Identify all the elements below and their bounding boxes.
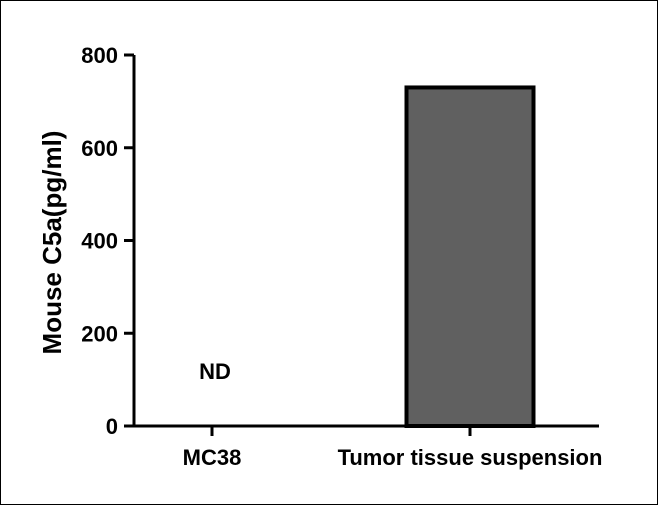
y-tick-label: 800	[81, 43, 118, 68]
bar-annotation: ND	[199, 359, 231, 384]
x-axis-ticks: MC38 Tumor tissue suspension	[183, 426, 603, 470]
y-tick-label: 0	[106, 414, 118, 439]
y-tick-label: 600	[81, 136, 118, 161]
y-axis-ticks: 0 200 400 600 800	[81, 43, 134, 439]
y-tick-label: 400	[81, 229, 118, 254]
y-axis-label: Mouse C5a(pg/ml)	[37, 131, 67, 355]
x-tick-label: MC38	[183, 445, 242, 470]
annotations: ND	[199, 359, 231, 384]
bars	[404, 85, 536, 429]
bar	[404, 85, 536, 429]
x-tick-label: Tumor tissue suspension	[338, 445, 603, 470]
y-tick-label: 200	[81, 321, 118, 346]
